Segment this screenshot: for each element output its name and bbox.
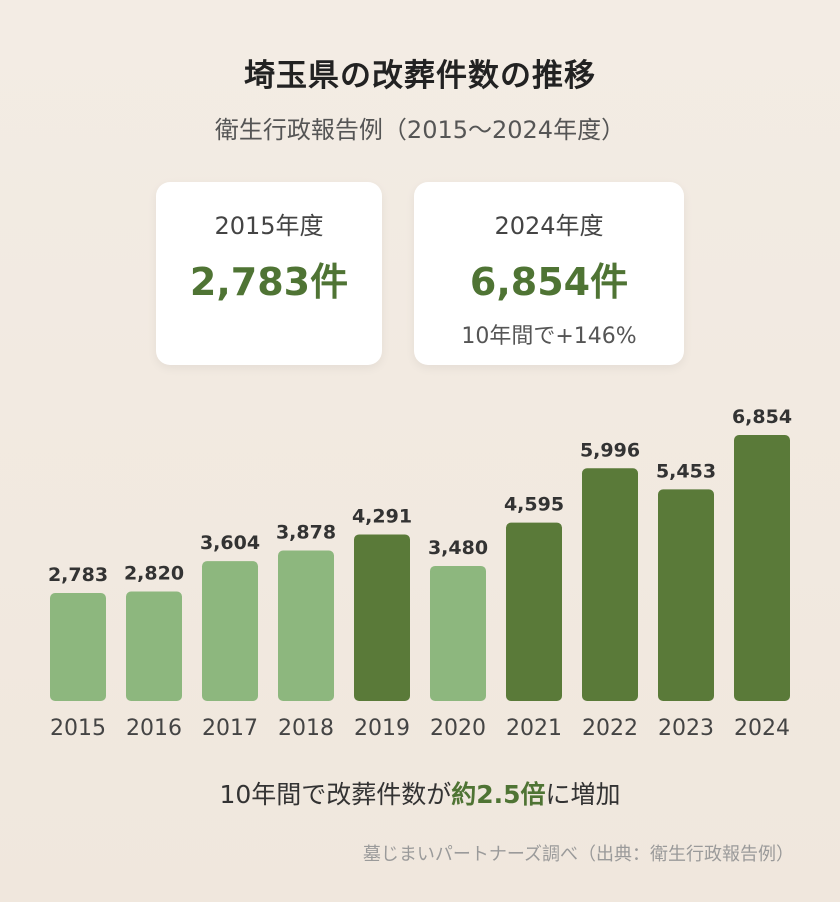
stat-card-year: 2015年度 bbox=[214, 212, 324, 240]
value-label-2019: 4,291 bbox=[352, 505, 412, 527]
stat-card-year: 2024年度 bbox=[494, 212, 604, 240]
x-tick-label-2024: 2024 bbox=[734, 716, 790, 741]
stat-card-value: 6,854件 bbox=[469, 260, 629, 304]
bar-2021 bbox=[506, 522, 562, 701]
x-tick-label-2017: 2017 bbox=[202, 716, 258, 741]
value-label-2024: 6,854 bbox=[732, 406, 792, 428]
bar-2018 bbox=[278, 550, 334, 701]
value-label-2017: 3,604 bbox=[200, 532, 260, 554]
stat-card-value: 2,783件 bbox=[189, 260, 349, 304]
source-note: 墓じまいパートナーズ調べ（出典：衛生行政報告例） bbox=[362, 844, 794, 865]
bar-chart: 2,783 2015 2,820 2016 3,604 2017 3,878 2018 4,29… bbox=[48, 406, 792, 741]
stat-card-2015: 2015年度 2,783件 bbox=[156, 182, 382, 365]
conclusion-text: 10年間で改葬件数が約2.5倍に増加 bbox=[0, 775, 840, 811]
value-label-2021: 4,595 bbox=[504, 494, 564, 516]
stat-card-2024: 2024年度 6,854件 10年間で+146% bbox=[414, 182, 684, 365]
bar-2019 bbox=[354, 534, 410, 701]
value-label-2023: 5,453 bbox=[656, 460, 716, 482]
bar-2022 bbox=[582, 468, 638, 701]
value-label-2016: 2,820 bbox=[124, 563, 184, 585]
conclusion-highlight: 約2.5倍 bbox=[451, 780, 546, 809]
x-tick-label-2015: 2015 bbox=[50, 716, 106, 741]
bar-2016 bbox=[126, 591, 182, 701]
x-tick-label-2020: 2020 bbox=[430, 716, 486, 741]
bar-2020 bbox=[430, 565, 486, 701]
value-label-2020: 3,480 bbox=[428, 537, 488, 559]
value-label-2018: 3,878 bbox=[276, 521, 336, 543]
x-tick-label-2021: 2021 bbox=[506, 716, 562, 741]
x-tick-label-2019: 2019 bbox=[354, 716, 410, 741]
bar-2015 bbox=[50, 592, 106, 701]
conclusion-prefix: 10年間で改葬件数が bbox=[219, 780, 452, 809]
x-tick-label-2022: 2022 bbox=[582, 716, 638, 741]
x-tick-label-2018: 2018 bbox=[278, 716, 334, 741]
x-tick-label-2023: 2023 bbox=[658, 716, 714, 741]
chart-title: 埼玉県の改葬件数の推移 bbox=[244, 58, 596, 94]
stat-card-growth-note: 10年間で+146% bbox=[461, 324, 637, 349]
bar-2024 bbox=[734, 435, 790, 701]
conclusion-suffix: に増加 bbox=[545, 780, 621, 809]
value-label-2022: 5,996 bbox=[580, 439, 640, 461]
value-label-2015: 2,783 bbox=[48, 564, 108, 586]
chart-subtitle: 衛生行政報告例（2015〜2024年度） bbox=[214, 116, 626, 144]
x-tick-label-2016: 2016 bbox=[126, 716, 182, 741]
bar-2023 bbox=[658, 489, 714, 701]
bar-2017 bbox=[202, 561, 258, 701]
